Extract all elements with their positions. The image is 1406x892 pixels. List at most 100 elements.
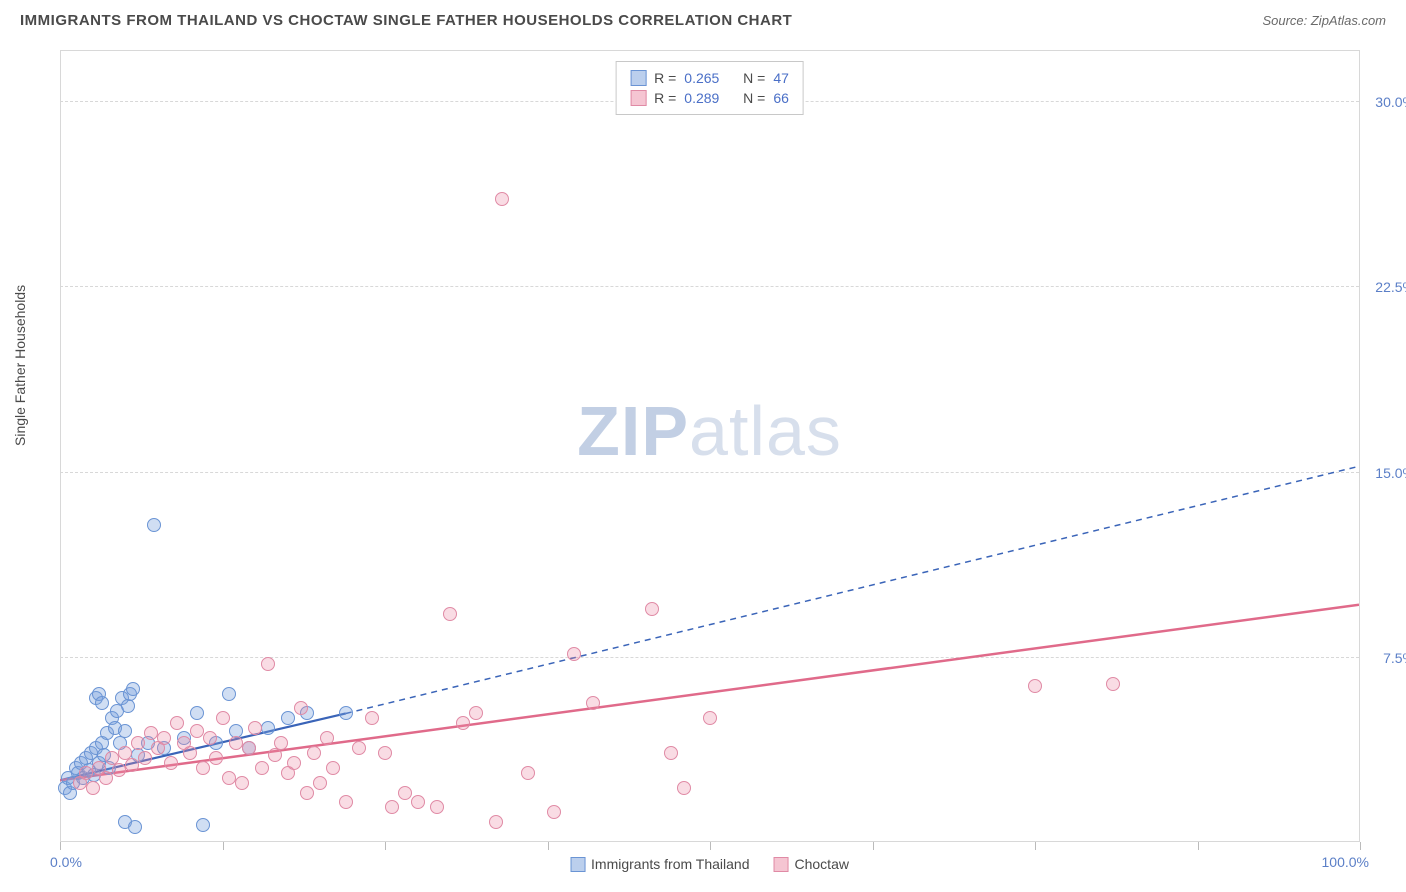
source-attribution: Source: ZipAtlas.com: [1262, 13, 1386, 28]
swatch-pink-icon: [774, 857, 789, 872]
data-point: [430, 800, 444, 814]
grid-line: 7.5%: [60, 657, 1359, 658]
data-point: [190, 706, 204, 720]
data-point: [586, 696, 600, 710]
data-point: [703, 711, 717, 725]
data-point: [313, 776, 327, 790]
data-point: [222, 771, 236, 785]
data-point: [131, 736, 145, 750]
chart-title: IMMIGRANTS FROM THAILAND VS CHOCTAW SING…: [20, 12, 792, 29]
data-point: [255, 761, 269, 775]
data-point: [339, 706, 353, 720]
data-point: [170, 716, 184, 730]
data-point: [294, 701, 308, 715]
data-point: [196, 761, 210, 775]
grid-line: 15.0%: [60, 472, 1359, 473]
x-tick: [1360, 842, 1361, 850]
data-point: [443, 607, 457, 621]
data-point: [216, 711, 230, 725]
data-point: [300, 786, 314, 800]
data-point: [1028, 679, 1042, 693]
x-axis-min-label: 0.0%: [50, 854, 82, 870]
legend-item-choctaw: Choctaw: [774, 856, 849, 872]
swatch-blue-icon: [570, 857, 585, 872]
data-point: [203, 731, 217, 745]
grid-line: 22.5%: [60, 286, 1359, 287]
data-point: [183, 746, 197, 760]
x-axis-max-label: 100.0%: [1322, 854, 1369, 870]
data-point: [235, 776, 249, 790]
data-point: [352, 741, 366, 755]
data-point: [456, 716, 470, 730]
y-tick-label: 22.5%: [1375, 279, 1406, 295]
data-point: [326, 761, 340, 775]
swatch-pink-icon: [630, 90, 646, 106]
scatter-chart: ZIPatlas 7.5%15.0%22.5%30.0% 0.0% 100.0%…: [60, 50, 1360, 842]
x-tick: [223, 842, 224, 850]
data-point: [365, 711, 379, 725]
data-point: [677, 781, 691, 795]
data-point: [495, 192, 509, 206]
data-point: [99, 771, 113, 785]
data-point: [287, 756, 301, 770]
legend-item-thailand: Immigrants from Thailand: [570, 856, 749, 872]
data-point: [121, 699, 135, 713]
data-point: [320, 731, 334, 745]
data-point: [378, 746, 392, 760]
data-point: [86, 781, 100, 795]
x-tick: [1198, 842, 1199, 850]
data-point: [196, 818, 210, 832]
data-point: [95, 696, 109, 710]
correlation-legend: R = 0.265 N = 47 R = 0.289 N = 66: [615, 61, 804, 115]
legend-row-choctaw: R = 0.289 N = 66: [630, 88, 789, 108]
data-point: [79, 766, 93, 780]
data-point: [126, 682, 140, 696]
watermark: ZIPatlas: [577, 391, 842, 471]
x-tick: [873, 842, 874, 850]
data-point: [645, 602, 659, 616]
data-point: [138, 751, 152, 765]
data-point: [521, 766, 535, 780]
y-axis-line: [60, 51, 61, 842]
data-point: [1106, 677, 1120, 691]
y-axis-label: Single Father Households: [12, 285, 28, 446]
data-point: [268, 748, 282, 762]
legend-label: Immigrants from Thailand: [591, 856, 749, 872]
data-point: [128, 820, 142, 834]
x-tick: [1035, 842, 1036, 850]
y-tick-label: 30.0%: [1375, 94, 1406, 110]
data-point: [125, 758, 139, 772]
y-tick-label: 7.5%: [1383, 650, 1406, 666]
data-point: [307, 746, 321, 760]
data-point: [248, 721, 262, 735]
r-value-thailand: 0.265: [684, 70, 719, 86]
data-point: [411, 795, 425, 809]
x-tick: [385, 842, 386, 850]
data-point: [339, 795, 353, 809]
data-point: [567, 647, 581, 661]
data-point: [274, 736, 288, 750]
data-point: [229, 736, 243, 750]
data-point: [144, 726, 158, 740]
data-point: [147, 518, 161, 532]
data-point: [112, 763, 126, 777]
data-point: [118, 724, 132, 738]
data-point: [547, 805, 561, 819]
data-point: [281, 711, 295, 725]
data-point: [489, 815, 503, 829]
swatch-blue-icon: [630, 70, 646, 86]
data-point: [385, 800, 399, 814]
data-point: [398, 786, 412, 800]
y-tick-label: 15.0%: [1375, 465, 1406, 481]
legend-label: Choctaw: [795, 856, 849, 872]
r-value-choctaw: 0.289: [684, 90, 719, 106]
data-point: [242, 741, 256, 755]
data-point: [164, 756, 178, 770]
data-point: [469, 706, 483, 720]
n-value-thailand: 47: [773, 70, 789, 86]
legend-row-thailand: R = 0.265 N = 47: [630, 68, 789, 88]
data-point: [157, 731, 171, 745]
x-tick: [710, 842, 711, 850]
data-point: [190, 724, 204, 738]
data-point: [261, 721, 275, 735]
